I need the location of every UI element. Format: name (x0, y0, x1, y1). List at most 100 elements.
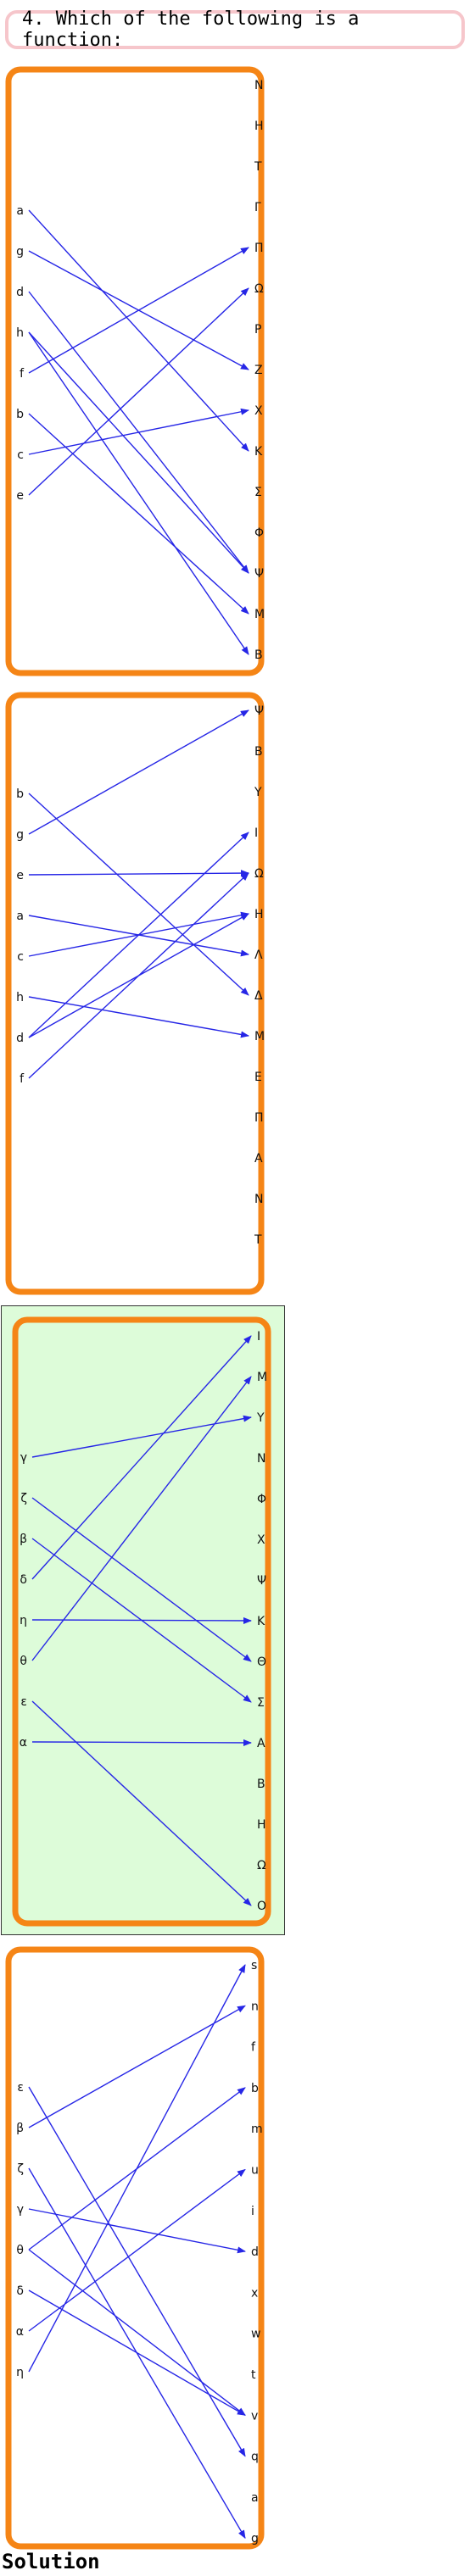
domain-label: a (16, 204, 24, 218)
domain-label: α (16, 2325, 24, 2339)
codomain-label: x (251, 2286, 258, 2300)
domain-label: β (16, 2122, 24, 2135)
codomain-label: Υ (256, 1411, 265, 1425)
codomain-label: Μ (257, 1371, 267, 1384)
question-text: 4. Which of the following is a function: (22, 8, 360, 51)
codomain-label: Ζ (254, 364, 263, 377)
domain-label: c (17, 448, 24, 462)
codomain-label: Ν (254, 1193, 263, 1206)
codomain-label: Ω (257, 1859, 266, 1872)
codomain-label: Ι (254, 826, 258, 840)
codomain-label: Ι (257, 1330, 260, 1344)
mapping-arrow (28, 2289, 246, 2416)
mapping-arrow (28, 2168, 246, 2332)
codomain-label: Υ (254, 786, 262, 799)
domain-label: d (16, 1032, 24, 1045)
domain-label: ε (17, 2081, 24, 2095)
codomain-label: t (251, 2368, 256, 2382)
mapping-arrow (28, 870, 249, 877)
mapping-arrow (28, 709, 249, 835)
codomain-label: Κ (257, 1615, 265, 1628)
domain-label: e (16, 869, 24, 882)
mapping-arrow (31, 1497, 252, 1662)
codomain-label: Ο (257, 1900, 266, 1913)
codomain-label: b (251, 2082, 259, 2095)
codomain-label: i (251, 2205, 254, 2218)
mapping-arrow (28, 209, 249, 452)
domain-label: ζ (20, 1492, 27, 1505)
solution-heading: Solution (2, 2550, 100, 2573)
domain-label: f (20, 1072, 25, 1086)
mapping-arrow (28, 2208, 246, 2254)
codomain-label: Σ (254, 486, 262, 499)
domain-label: g (16, 245, 24, 259)
codomain-label: Ψ (254, 704, 264, 718)
domain-label: δ (16, 2284, 24, 2298)
codomain-label: Τ (254, 160, 262, 174)
codomain-label: Λ (254, 949, 263, 962)
option-frame (5, 66, 265, 676)
mapping-arrow (28, 996, 249, 1038)
mapping-arrow (28, 832, 249, 1038)
codomain-label: Φ (254, 526, 264, 540)
codomain-label: Ψ (257, 1574, 266, 1588)
codomain-label: Ν (257, 1452, 265, 1466)
domain-label: α (20, 1736, 27, 1750)
domain-label: θ (20, 1655, 27, 1668)
codomain-label: Σ (257, 1696, 265, 1710)
mapping-arrow (31, 1616, 252, 1624)
codomain-label: Η (254, 120, 264, 133)
codomain-label: Ω (254, 867, 264, 881)
mapping-arrow (28, 287, 249, 496)
option-frame (5, 692, 265, 1295)
codomain-label: a (251, 2491, 259, 2505)
domain-label: g (16, 828, 24, 842)
mapping-arrow (28, 331, 249, 655)
codomain-label: Β (257, 1778, 265, 1791)
domain-label: b (16, 787, 24, 801)
domain-label: γ (20, 1451, 27, 1465)
domain-label: c (17, 950, 24, 964)
domain-label: ζ (17, 2162, 24, 2176)
codomain-label: Τ (254, 1233, 262, 1247)
codomain-label: Φ (257, 1493, 266, 1506)
domain-label: b (16, 408, 24, 421)
codomain-label: Ψ (254, 567, 264, 581)
domain-label: δ (20, 1573, 27, 1587)
option-3[interactable]: γ ζ β δ η θ ε α Ι Μ Υ Ν Φ Χ Ψ Κ Θ Σ Α Β Η Ω Ο (1, 1305, 285, 1935)
codomain-label: Β (254, 648, 263, 662)
mapping-arrow (28, 2086, 246, 2457)
domain-label: η (16, 2366, 24, 2379)
mapping-arrow (28, 413, 249, 615)
domain-label: f (20, 367, 25, 381)
domain-label: h (16, 326, 24, 340)
codomain-label: u (251, 2164, 259, 2178)
codomain-label: Π (254, 1111, 264, 1125)
mapping-arrow (31, 1335, 252, 1580)
codomain-label: Κ (254, 445, 263, 459)
codomain-label: d (251, 2245, 259, 2259)
codomain-label: Ε (254, 1071, 262, 1084)
mapping-arrow (28, 2249, 246, 2416)
domain-label: γ (17, 2203, 24, 2217)
option-frame (12, 1316, 271, 1927)
codomain-label: f (251, 2041, 256, 2055)
domain-label: d (16, 286, 24, 299)
mapping-arrow (31, 1415, 252, 1458)
domain-label: θ (16, 2244, 24, 2257)
domain-label: η (20, 1614, 27, 1627)
mapping-arrow (28, 408, 249, 455)
codomain-label: n (251, 2000, 259, 2013)
option-2[interactable]: b g e a c h d f Ψ Β Υ Ι Ω Η Λ Δ Μ Ε Π Α Ν Τ (5, 692, 265, 1295)
codomain-label: Π (254, 242, 264, 255)
codomain-label: v (251, 2409, 258, 2423)
option-4[interactable]: ε β ζ γ θ δ α η s n f b m u i d x w t v q a g (5, 1946, 265, 2550)
domain-label: ε (20, 1695, 27, 1709)
mapping-diagram-3: γ ζ β δ η θ ε α Ι Μ Υ Ν Φ Χ Ψ Κ Θ Σ Α Β Η Ω Ο (12, 1316, 271, 1927)
mapping-arrow (28, 331, 249, 574)
mapping-arrow (31, 1376, 252, 1661)
option-1[interactable]: a g d h f b c e Ν Η Τ Γ Π Ω Ρ Ζ Χ Κ Σ Φ Ψ Μ Β (5, 66, 265, 676)
codomain-label: g (251, 2532, 259, 2545)
mapping-diagram-2: b g e a c h d f Ψ Β Υ Ι Ω Η Λ Δ Μ Ε Π Α Ν Τ (5, 692, 265, 1295)
mapping-arrow (28, 2005, 246, 2128)
